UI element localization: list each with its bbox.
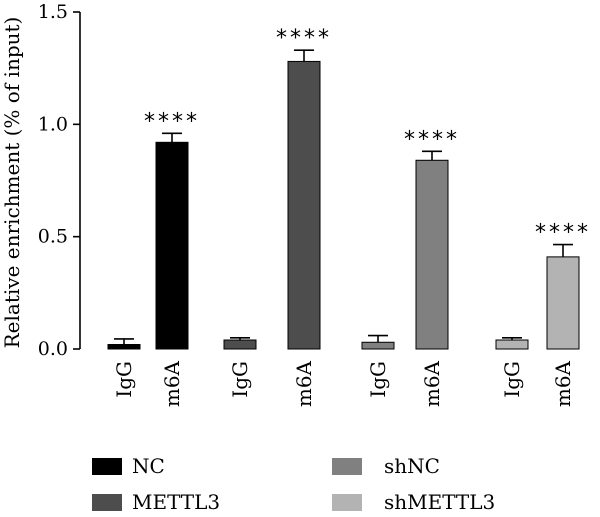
axes: 0.0 0.5 1.0 1.5 Relative enrichment (% of in… — [0, 1, 81, 360]
bar-mettl3-igg — [223, 339, 257, 350]
significance-label: **** — [535, 221, 591, 246]
bars — [107, 49, 580, 350]
legend-label-nc: NC — [132, 454, 165, 478]
legend: NC METTL3 shNC shMETTL3 — [92, 454, 495, 514]
legend-swatch-nc — [92, 458, 122, 475]
legend-swatch-shnc — [332, 458, 362, 475]
significance-label: **** — [276, 26, 332, 51]
bar-shnc-m6a — [415, 159, 449, 350]
y-tick-label: 0.0 — [38, 338, 68, 360]
x-tick-label: m6A — [292, 360, 316, 407]
significance-label: **** — [144, 109, 200, 134]
x-tick-label: IgG — [112, 361, 136, 398]
bar-nc-igg — [107, 344, 141, 350]
bar-mettl3-m6a — [287, 60, 321, 350]
labels: IgG **** m6A IgG **** m6A IgG **** m6A IgG **** m6A — [112, 26, 591, 407]
legend-swatch-shmettl3 — [332, 494, 362, 511]
x-tick-label: IgG — [228, 361, 252, 398]
x-tick-label: m6A — [551, 360, 575, 407]
legend-label-shmettl3: shMETTL3 — [384, 490, 495, 514]
significance-label: **** — [404, 127, 460, 152]
y-tick-label: 1.0 — [38, 113, 68, 135]
legend-label-mettl3: METTL3 — [132, 490, 220, 514]
bar-shnc-igg — [361, 341, 395, 350]
x-tick-label: IgG — [366, 361, 390, 398]
bar-shmettl3-igg — [495, 339, 529, 350]
y-axis-label: Relative enrichment (% of input) — [0, 17, 24, 349]
legend-label-shnc: shNC — [384, 454, 440, 478]
bar-shmettl3-m6a — [546, 256, 580, 350]
x-tick-label: m6A — [160, 360, 184, 407]
y-tick-label: 1.5 — [38, 1, 68, 23]
bar-nc-m6a — [155, 141, 189, 350]
x-tick-label: m6A — [420, 360, 444, 407]
x-tick-label: IgG — [500, 361, 524, 398]
y-tick-label: 0.5 — [38, 226, 68, 248]
legend-swatch-mettl3 — [92, 494, 122, 511]
